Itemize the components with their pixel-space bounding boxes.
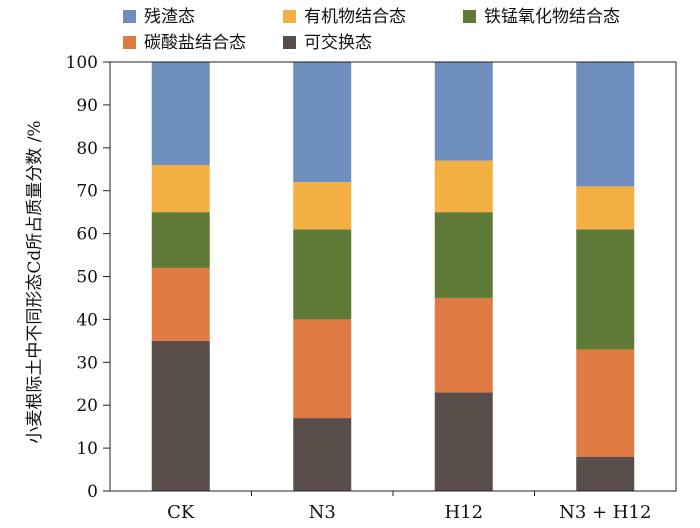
bar-segment (151, 212, 210, 268)
bar-segment (151, 267, 210, 341)
legend-label: 有机物结合态 (304, 7, 406, 27)
bar-segment (576, 349, 635, 457)
bar-segment (434, 392, 493, 491)
x-tick-label: N3 + H12 (559, 502, 651, 523)
bar-segment (576, 62, 635, 187)
y-tick-label: 30 (76, 353, 98, 373)
legend-swatch (283, 36, 296, 49)
bar-segment (576, 456, 635, 491)
bar-segment (151, 340, 210, 491)
y-axis-label: 小麦根际土中不同形态Cd所占质量分数 /% (25, 120, 45, 443)
axes-layer: 0 10 20 30 40 50 60 70 80 90 100 CK N3 H12 N3 + H12 (66, 53, 677, 523)
x-tick-label: H12 (444, 502, 483, 523)
legend-swatch (123, 10, 136, 23)
y-tick-label: 0 (87, 482, 98, 502)
bar-segment (151, 164, 210, 213)
y-tick-label: 70 (76, 182, 98, 202)
legend-label: 可交换态 (304, 33, 372, 53)
y-tick-label: 50 (76, 268, 98, 288)
y-tick-label: 100 (66, 53, 98, 73)
y-tick-label: 90 (76, 96, 98, 116)
bar-segment (576, 229, 635, 350)
x-tick-label: CK (167, 502, 195, 523)
bar-segment (576, 186, 635, 230)
y-tick-label: 80 (76, 139, 98, 159)
y-tick-label: 40 (76, 310, 98, 330)
bar-segment (434, 212, 493, 298)
legend-label: 铁锰氧化物结合态 (484, 7, 620, 27)
bar-segment (293, 319, 352, 419)
legend-label: 残渣态 (144, 7, 195, 27)
bar-segment (434, 160, 493, 213)
bar-segment (293, 229, 352, 320)
legend-swatch (283, 10, 296, 23)
y-tick-label: 60 (76, 225, 98, 245)
bar-segment (151, 62, 210, 165)
bar-segment (434, 62, 493, 161)
legend-label: 碳酸盐结合态 (144, 33, 246, 53)
y-tick-label: 10 (76, 439, 98, 459)
y-tick-label: 20 (76, 396, 98, 416)
x-tick-label: N3 (309, 502, 336, 523)
bar-segment (434, 297, 493, 393)
legend-swatch (463, 10, 476, 23)
bars-layer (151, 62, 635, 491)
bar-segment (293, 62, 352, 183)
bar-segment (293, 182, 352, 230)
bar-segment (293, 418, 352, 491)
legend-swatch (123, 36, 136, 49)
